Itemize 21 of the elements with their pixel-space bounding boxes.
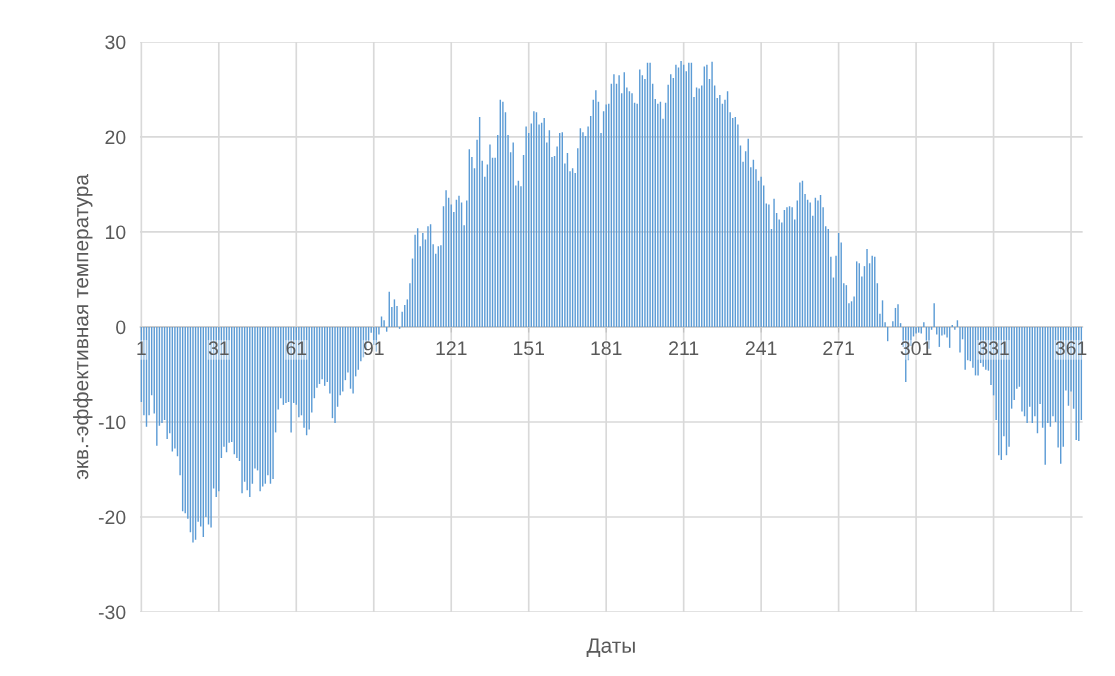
x-tick-label: 361 bbox=[1055, 341, 1087, 356]
x-tick-label: 151 bbox=[513, 341, 544, 356]
y-axis-title: экв.-эффективная температура bbox=[73, 174, 93, 480]
y-tick-label: 0 bbox=[116, 320, 126, 335]
x-tick-label: 121 bbox=[436, 341, 467, 355]
y-tick-label: -20 bbox=[98, 510, 126, 525]
y-tick-label: 30 bbox=[105, 35, 126, 50]
x-tick-label: 271 bbox=[823, 341, 854, 355]
y-tick-label: 20 bbox=[105, 130, 126, 145]
x-tick-label: 31 bbox=[208, 341, 229, 356]
x-tick-label: 331 bbox=[978, 341, 1009, 356]
x-tick-label: 61 bbox=[286, 341, 307, 356]
x-axis-title: Даты bbox=[586, 638, 635, 657]
y-tick-label: -30 bbox=[98, 605, 126, 620]
x-tick-label: 91 bbox=[363, 341, 384, 356]
x-tick-label: 1 bbox=[137, 341, 146, 355]
x-tick-label: 241 bbox=[745, 341, 777, 355]
y-tick-label: 10 bbox=[106, 225, 126, 240]
x-tick-label: 211 bbox=[669, 341, 699, 355]
x-tick-label: 181 bbox=[591, 341, 622, 356]
y-tick-label: -10 bbox=[98, 415, 126, 430]
